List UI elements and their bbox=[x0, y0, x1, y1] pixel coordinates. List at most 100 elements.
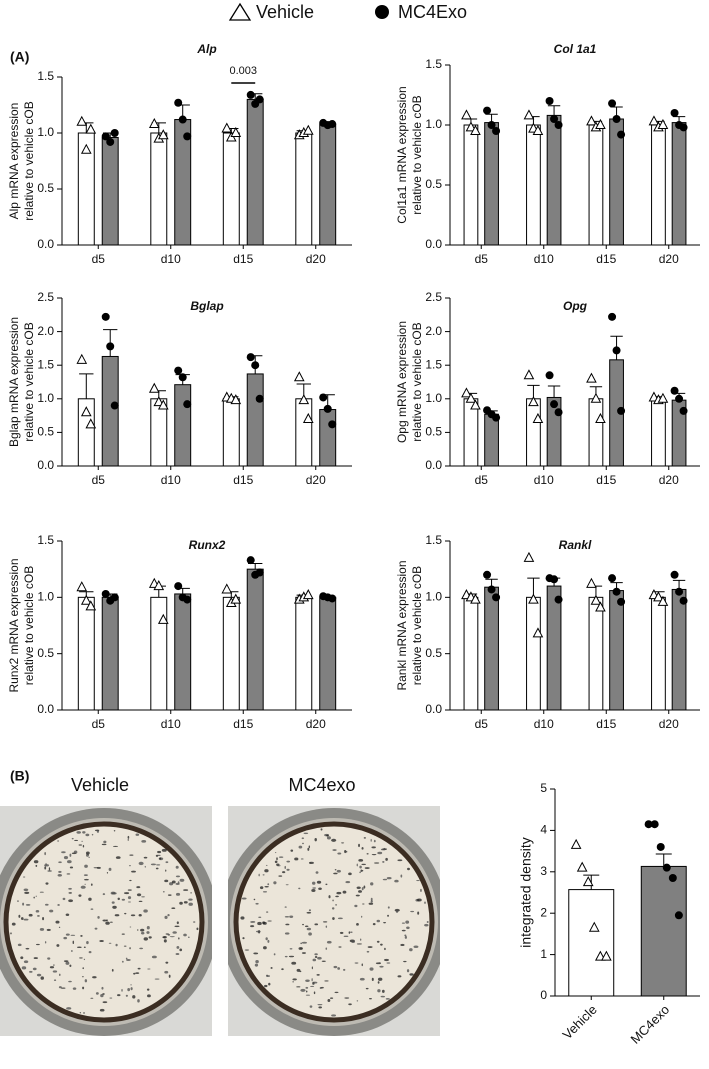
speckle bbox=[403, 960, 407, 963]
speckle bbox=[359, 871, 361, 874]
speckle bbox=[40, 976, 44, 980]
speckle bbox=[370, 838, 372, 842]
data-point bbox=[148, 382, 160, 393]
data-point bbox=[590, 594, 602, 605]
speckle bbox=[62, 897, 66, 901]
speckle bbox=[39, 928, 45, 931]
x-tick-label: d10 bbox=[161, 717, 181, 731]
data-point bbox=[586, 372, 597, 383]
speckle bbox=[275, 852, 277, 854]
speckle bbox=[255, 902, 259, 905]
data-point bbox=[523, 551, 535, 562]
speckle bbox=[270, 966, 273, 969]
speckle bbox=[259, 886, 264, 890]
speckle bbox=[22, 876, 26, 878]
speckle bbox=[250, 925, 255, 928]
speckle bbox=[244, 949, 250, 951]
speckle bbox=[311, 889, 316, 892]
speckle bbox=[167, 914, 170, 917]
speckle bbox=[99, 1008, 105, 1012]
speckle bbox=[255, 960, 259, 964]
data-point bbox=[328, 594, 337, 603]
y-tick-label: 1.0 bbox=[425, 590, 442, 604]
bar bbox=[546, 114, 562, 246]
speckle bbox=[363, 885, 366, 889]
speckle bbox=[282, 871, 286, 874]
speckle bbox=[384, 958, 389, 962]
y-axis-label: Runx2 mRNA expression bbox=[7, 558, 21, 692]
y-axis-label: Rankl mRNA expression bbox=[395, 560, 409, 690]
speckle bbox=[178, 937, 180, 940]
speckle bbox=[341, 842, 345, 844]
x-tick-label: d5 bbox=[475, 717, 489, 731]
speckle bbox=[176, 945, 180, 949]
speckle bbox=[300, 942, 303, 945]
speckle bbox=[23, 918, 29, 921]
speckle bbox=[33, 896, 35, 899]
speckle bbox=[381, 989, 385, 993]
speckle bbox=[348, 872, 352, 876]
data-point bbox=[230, 593, 242, 604]
y-tick-label: 0.0 bbox=[425, 702, 442, 716]
speckle bbox=[168, 974, 171, 978]
speckle bbox=[154, 978, 160, 980]
y-tick-label: 1.0 bbox=[37, 590, 54, 604]
data-point bbox=[230, 126, 242, 137]
well-floor bbox=[233, 821, 435, 1023]
speckle bbox=[344, 849, 347, 854]
speckle bbox=[35, 909, 40, 913]
error-bar bbox=[547, 105, 561, 116]
speckle bbox=[365, 987, 369, 990]
speckle bbox=[175, 875, 181, 878]
speckle bbox=[59, 973, 61, 977]
speckle bbox=[20, 917, 24, 920]
data-point bbox=[528, 593, 539, 604]
speckle bbox=[284, 865, 286, 870]
image-label: MC4exo bbox=[288, 775, 355, 795]
speckle bbox=[265, 864, 268, 866]
speckle bbox=[83, 958, 86, 961]
data-point bbox=[545, 97, 554, 105]
data-point bbox=[328, 120, 337, 129]
speckle bbox=[83, 1012, 86, 1014]
speckle bbox=[337, 917, 343, 920]
data-point bbox=[612, 346, 621, 355]
y-tick-label: 1.5 bbox=[425, 357, 442, 371]
speckle bbox=[355, 894, 360, 897]
speckle bbox=[121, 960, 124, 963]
speckle bbox=[136, 929, 139, 931]
speckle bbox=[325, 947, 328, 950]
x-tick-label: d15 bbox=[233, 473, 253, 487]
speckle bbox=[334, 869, 337, 871]
speckle bbox=[395, 909, 399, 913]
speckle bbox=[81, 976, 84, 978]
data-point bbox=[554, 121, 563, 129]
speckle bbox=[240, 916, 245, 920]
data-point bbox=[550, 115, 559, 123]
speckle bbox=[58, 861, 62, 864]
speckle bbox=[67, 860, 72, 864]
speckle bbox=[387, 914, 389, 917]
speckle bbox=[167, 933, 171, 936]
speckle bbox=[44, 864, 49, 867]
data-point bbox=[582, 876, 594, 887]
speckle bbox=[400, 943, 405, 946]
speckle bbox=[74, 839, 79, 841]
bar bbox=[588, 398, 604, 467]
speckle bbox=[132, 995, 136, 999]
speckle bbox=[84, 864, 88, 868]
speckle bbox=[156, 854, 161, 856]
y-tick-label: 1.0 bbox=[37, 125, 54, 139]
bar bbox=[319, 123, 337, 246]
speckle bbox=[312, 958, 317, 962]
speckle bbox=[364, 867, 370, 869]
chart-title: Alp bbox=[196, 42, 216, 56]
speckle bbox=[82, 986, 85, 990]
bar bbox=[588, 596, 604, 711]
y-axis-label: relative to vehicle cOB bbox=[22, 101, 36, 220]
speckle bbox=[49, 966, 55, 969]
data-point bbox=[523, 369, 535, 380]
speckle bbox=[165, 861, 169, 864]
speckle bbox=[95, 992, 99, 995]
x-tick-label: d5 bbox=[92, 252, 106, 266]
